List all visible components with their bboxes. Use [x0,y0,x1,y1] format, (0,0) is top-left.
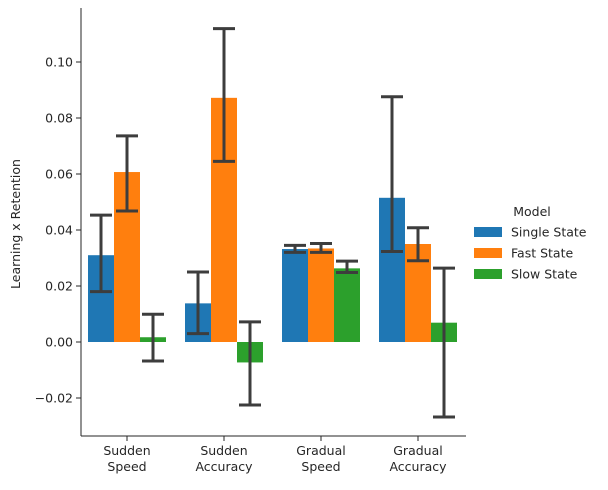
legend-swatch [474,248,502,258]
error-bar-single-state-3 [381,95,403,254]
legend-swatch [474,269,502,279]
x-tick-label: Sudden Speed [103,443,150,474]
error-bar-slow-state-0 [142,312,164,363]
x-tick-label-line: Speed [107,459,146,474]
y-axis-label: Learning x Retention [8,159,23,289]
bar-single-state-2 [282,249,308,342]
x-tick-label: Gradual Accuracy [389,443,447,474]
legend-item-single-state: Single State [474,225,587,240]
x-tick-label-line: Gradual [296,443,345,458]
x-tick-label-line: Gradual [393,443,442,458]
error-bar-slow-state-2 [336,259,358,275]
error-bars-layer [90,27,455,419]
legend-label: Single State [511,225,587,240]
bars-layer [88,97,457,363]
y-tick-label: 0.08 [45,111,73,126]
legend-label: Fast State [511,246,573,261]
bar-slow-state-2 [334,268,360,342]
y-tick-label: −0.02 [35,391,73,406]
legend-title: Model [513,204,551,219]
bar-fast-state-2 [308,248,334,342]
legend-swatch [474,227,502,237]
error-bar-slow-state-1 [239,320,261,407]
x-tick-label-line: Accuracy [389,459,447,474]
y-tick-label: 0.10 [45,55,73,70]
error-bar-fast-state-3 [407,226,429,263]
error-bar-single-state-0 [90,213,112,294]
error-bar-fast-state-1 [213,27,235,163]
x-tick-label-line: Sudden [103,443,150,458]
y-tick-label: 0.02 [45,279,73,294]
error-bar-fast-state-0 [116,134,138,213]
y-tick-label: 0.00 [45,335,73,350]
error-bar-single-state-1 [187,270,209,336]
x-tick-label-line: Accuracy [195,459,253,474]
x-tick-label: Gradual Speed [296,443,345,474]
legend-label: Slow State [511,267,578,282]
x-tick-label-line: Speed [301,459,340,474]
legend: Model Single State Fast State Slow State [474,204,587,282]
legend-item-slow-state: Slow State [474,267,578,282]
error-bar-fast-state-2 [310,241,332,254]
error-bar-single-state-2 [284,243,306,254]
x-tick-label-line: Sudden [200,443,247,458]
y-tick-label: 0.04 [45,223,73,238]
legend-item-fast-state: Fast State [474,246,573,261]
error-bar-slow-state-3 [433,266,455,419]
x-tick-label: Sudden Accuracy [195,443,253,474]
y-tick-label: 0.06 [45,167,73,182]
